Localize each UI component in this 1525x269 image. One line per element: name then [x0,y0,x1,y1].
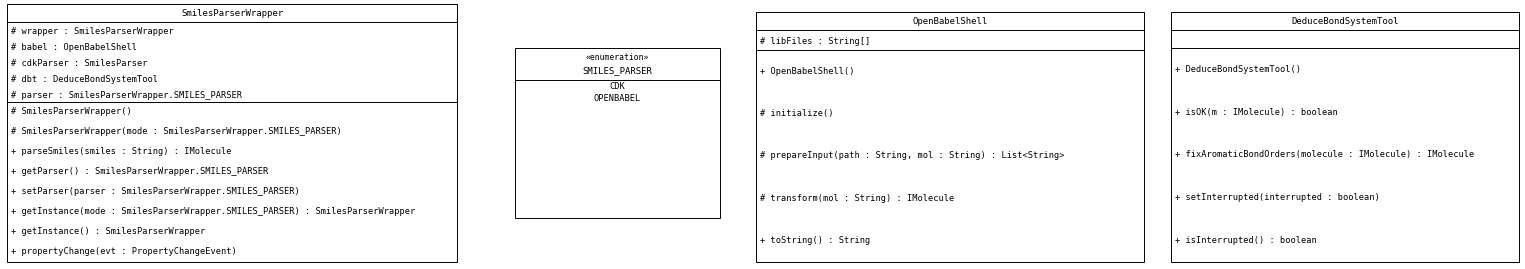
Text: + isOK(m : IMolecule) : boolean: + isOK(m : IMolecule) : boolean [1174,108,1337,117]
Text: CDK: CDK [610,82,625,91]
Text: + isInterrupted() : boolean: + isInterrupted() : boolean [1174,236,1316,245]
Text: SmilesParserWrapper: SmilesParserWrapper [181,9,284,17]
Text: + setInterrupted(interrupted : boolean): + setInterrupted(interrupted : boolean) [1174,193,1380,202]
Text: # cdkParser : SmilesParser: # cdkParser : SmilesParser [11,59,148,68]
Bar [515,48,720,218]
Text: SMILES_PARSER: SMILES_PARSER [583,66,653,76]
Text: # babel : OpenBabelShell: # babel : OpenBabelShell [11,43,137,52]
Text: # parser : SmilesParserWrapper.SMILES_PARSER: # parser : SmilesParserWrapper.SMILES_PA… [11,91,242,100]
Text: DeduceBondSystemTool: DeduceBondSystemTool [1292,16,1398,26]
Text: # prepareInput(path : String, mol : String) : List<String>: # prepareInput(path : String, mol : Stri… [759,151,1064,161]
Text: # SmilesParserWrapper(mode : SmilesParserWrapper.SMILES_PARSER): # SmilesParserWrapper(mode : SmilesParse… [11,128,342,136]
Text: «enumeration»: «enumeration» [586,53,650,62]
Text: OpenBabelShell: OpenBabelShell [912,16,988,26]
Text: + OpenBabelShell(): + OpenBabelShell() [759,67,854,76]
Text: + toString() : String: + toString() : String [759,236,871,245]
Text: + getInstance() : SmilesParserWrapper: + getInstance() : SmilesParserWrapper [11,228,206,236]
Text: + propertyChange(evt : PropertyChangeEvent): + propertyChange(evt : PropertyChangeEve… [11,247,236,257]
Bar [8,4,458,262]
Text: # initialize(): # initialize() [759,109,834,118]
Text: # transform(mol : String) : IMolecule: # transform(mol : String) : IMolecule [759,194,955,203]
Text: + getInstance(mode : SmilesParserWrapper.SMILES_PARSER) : SmilesParserWrapper: + getInstance(mode : SmilesParserWrapper… [11,207,415,217]
Bar [1171,12,1519,262]
Text: # wrapper : SmilesParserWrapper: # wrapper : SmilesParserWrapper [11,27,174,36]
Text: + getParser() : SmilesParserWrapper.SMILES_PARSER: + getParser() : SmilesParserWrapper.SMIL… [11,168,268,176]
Text: OPENBABEL: OPENBABEL [593,94,640,103]
Bar [756,12,1144,262]
Text: # dbt : DeduceBondSystemTool: # dbt : DeduceBondSystemTool [11,75,159,84]
Text: + DeduceBondSystemTool(): + DeduceBondSystemTool() [1174,65,1301,74]
Text: + setParser(parser : SmilesParserWrapper.SMILES_PARSER): + setParser(parser : SmilesParserWrapper… [11,187,300,196]
Text: # SmilesParserWrapper(): # SmilesParserWrapper() [11,108,131,116]
Text: # libFiles : String[]: # libFiles : String[] [759,37,871,47]
Text: + parseSmiles(smiles : String) : IMolecule: + parseSmiles(smiles : String) : IMolecu… [11,147,232,157]
Text: + fixAromaticBondOrders(molecule : IMolecule) : IMolecule: + fixAromaticBondOrders(molecule : IMole… [1174,150,1475,160]
